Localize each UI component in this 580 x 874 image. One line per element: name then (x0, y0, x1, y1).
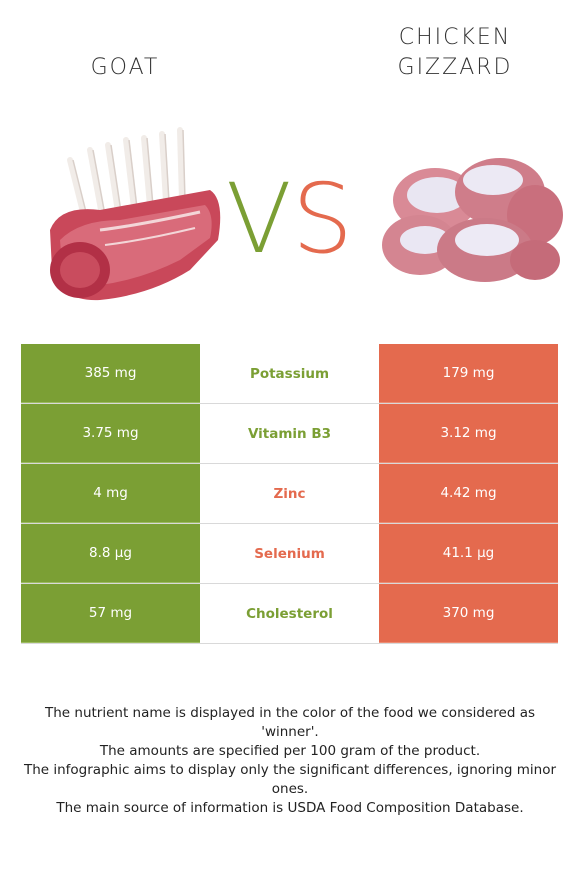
table-row: 385 mg Potassium 179 mg (21, 344, 558, 404)
vs-s-letter: S (292, 163, 353, 270)
left-value: 8.8 µg (21, 524, 200, 583)
nutrient-name: Cholesterol (200, 584, 379, 643)
nutrient-name: Selenium (200, 524, 379, 583)
nutrient-table: 385 mg Potassium 179 mg 3.75 mg Vitamin … (21, 344, 558, 644)
right-value: 179 mg (379, 344, 558, 403)
right-value: 41.1 µg (379, 524, 558, 583)
left-value: 4 mg (21, 464, 200, 523)
footnote-line: The infographic aims to display only the… (23, 762, 557, 797)
right-food-title-line2: GIZZARD (397, 55, 513, 80)
chicken-gizzard-image (382, 158, 563, 282)
nutrient-name: Zinc (200, 464, 379, 523)
footnote-line: The main source of information is USDA F… (56, 800, 524, 816)
footnote: The nutrient name is displayed in the co… (20, 704, 560, 818)
table-row: 4 mg Zinc 4.42 mg (21, 464, 558, 524)
right-value: 3.12 mg (379, 404, 558, 463)
right-value: 370 mg (379, 584, 558, 643)
nutrient-name: Potassium (200, 344, 379, 403)
footnote-line: The amounts are specified per 100 gram o… (99, 743, 481, 759)
nutrient-name: Vitamin B3 (200, 404, 379, 463)
table-row: 3.75 mg Vitamin B3 3.12 mg (21, 404, 558, 464)
right-food-title-line1: CHICKEN (398, 25, 512, 50)
vs-v-letter: V (226, 163, 292, 270)
table-row: 57 mg Cholesterol 370 mg (21, 584, 558, 644)
left-food-title: GOAT (90, 55, 160, 80)
table-row: 8.8 µg Selenium 41.1 µg (21, 524, 558, 584)
vs-label: V S (226, 163, 353, 270)
left-value: 3.75 mg (21, 404, 200, 463)
goat-meat-image (50, 127, 221, 301)
footnote-line: The nutrient name is displayed in the co… (44, 705, 536, 740)
right-value: 4.42 mg (379, 464, 558, 523)
left-value: 57 mg (21, 584, 200, 643)
left-value: 385 mg (21, 344, 200, 403)
right-food-title: CHICKEN GIZZARD (350, 23, 560, 83)
